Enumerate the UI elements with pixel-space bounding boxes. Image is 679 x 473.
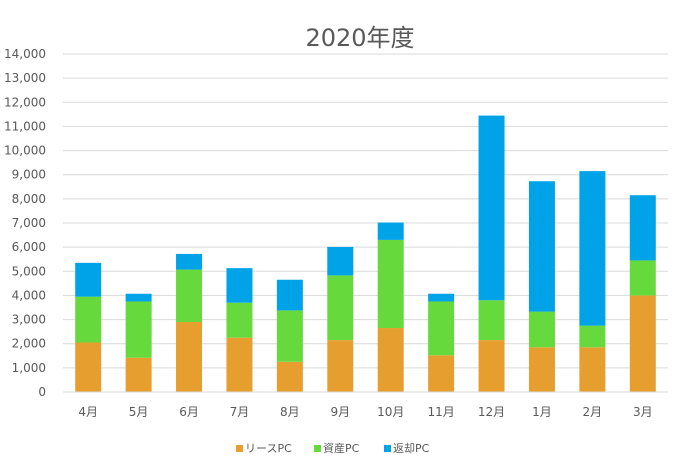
bar-segment <box>226 302 253 338</box>
bar-segment <box>226 337 253 392</box>
bar-segment <box>125 357 152 392</box>
x-axis: 4月 5月 6月 7月 8月 9月 10月 11月 12月 1月 2月 3月 <box>63 391 668 419</box>
x-tick-label: 10月 <box>377 405 404 419</box>
gridlines <box>63 53 668 393</box>
bar-segment <box>125 293 152 302</box>
x-tick-label: 12月 <box>478 405 505 419</box>
bar-segment <box>176 321 203 392</box>
bar-segment <box>75 296 102 343</box>
legend-label: 資産PC <box>323 442 360 455</box>
bar-segment <box>579 347 606 392</box>
bar-segment <box>579 325 606 348</box>
bar-segment <box>579 171 606 326</box>
bar-segment <box>276 310 303 362</box>
bar-segment <box>629 195 656 261</box>
legend-label: リースPC <box>245 442 292 455</box>
bar-segment <box>629 260 656 296</box>
y-tick-label: 5,000 <box>12 264 46 278</box>
y-tick-label: 4,000 <box>12 288 46 302</box>
bar-segment <box>125 301 152 358</box>
y-tick-label: 2,000 <box>12 337 46 351</box>
chart-title: 2020年度 <box>305 24 414 52</box>
bar-segment <box>428 293 455 302</box>
x-tick-label: 5月 <box>129 405 149 419</box>
legend-swatch <box>236 445 243 452</box>
bar-segment <box>428 301 455 356</box>
x-tick-label: 7月 <box>230 405 250 419</box>
x-tick-label: 4月 <box>78 405 98 419</box>
y-tick-label: 10,000 <box>4 144 46 158</box>
y-tick-label: 0 <box>38 385 46 399</box>
bar-segment <box>276 361 303 392</box>
y-tick-label: 6,000 <box>12 240 46 254</box>
bar-segment <box>528 347 555 392</box>
x-tick-label: 3月 <box>633 405 653 419</box>
bar-segment <box>478 115 505 301</box>
bars <box>75 115 656 392</box>
y-tick-label: 14,000 <box>4 47 46 61</box>
bar-segment <box>75 342 102 392</box>
bar-segment <box>327 275 354 341</box>
x-tick-label: 2月 <box>583 405 603 419</box>
bar-segment <box>528 311 555 348</box>
y-tick-label: 3,000 <box>12 313 46 327</box>
bar-segment <box>377 328 404 392</box>
bar-segment <box>478 300 505 341</box>
bar-segment <box>75 262 102 297</box>
y-tick-label: 1,000 <box>12 361 46 375</box>
x-tick-label: 6月 <box>179 405 199 419</box>
y-tick-label: 7,000 <box>12 216 46 230</box>
y-tick-label: 12,000 <box>4 95 46 109</box>
x-tick-label: 9月 <box>330 405 350 419</box>
x-tick-label: 11月 <box>427 405 454 419</box>
bar-segment <box>327 246 354 276</box>
x-tick-label: 8月 <box>280 405 300 419</box>
y-tick-label: 13,000 <box>4 71 46 85</box>
bar-segment <box>377 239 404 329</box>
legend-swatch <box>384 445 391 452</box>
y-tick-label: 9,000 <box>12 168 46 182</box>
x-tick-label: 1月 <box>532 405 552 419</box>
y-tick-label: 8,000 <box>12 192 46 206</box>
bar-segment <box>377 222 404 240</box>
bar-segment <box>176 253 203 270</box>
bar-segment <box>327 340 354 392</box>
bar-segment <box>478 340 505 392</box>
y-tick-label: 11,000 <box>4 119 46 133</box>
bar-segment <box>528 181 555 312</box>
bar-segment <box>428 355 455 392</box>
legend-swatch <box>314 445 321 452</box>
legend: リースPC 資産PC 返却PC <box>236 442 430 455</box>
bar-segment <box>226 268 253 303</box>
bar-segment <box>176 269 203 322</box>
legend-label: 返却PC <box>393 442 430 455</box>
bar-segment <box>276 279 303 311</box>
bar-segment <box>629 295 656 392</box>
y-axis: 0 1,000 2,000 3,000 4,000 5,000 6,000 7,000 8,00… <box>4 47 46 399</box>
